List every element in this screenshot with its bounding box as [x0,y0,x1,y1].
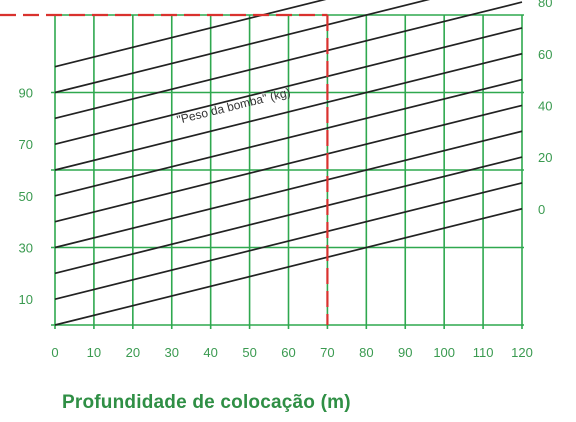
x-tick-labels: 0 10 20 30 40 50 60 70 80 90 100 110 120 [51,345,532,360]
x-tick-label: 30 [165,345,179,360]
left-tick-label: 70 [19,137,33,152]
x-tick-label: 110 [473,345,494,360]
x-tick-label: 80 [359,345,373,360]
right-tick-label: 0 [538,202,545,217]
series-line [54,1,523,120]
right-tick-label: 80 [538,0,552,10]
reading-guide [0,13,329,325]
series-line [54,156,523,275]
x-tick-label: 90 [398,345,412,360]
left-tick-label: 30 [19,241,33,256]
series-line [54,182,523,300]
pump-weight-annotation: "Peso da bomba" (kg) [175,85,292,127]
x-tick-label: 120 [511,345,533,360]
left-tick-label: 90 [19,86,33,101]
series-line [54,52,523,171]
series-line [54,78,523,197]
right-tick-label: 40 [538,98,552,113]
series-line [54,0,327,68]
series-line [54,104,523,223]
x-axis-label: Profundidade de colocação (m) [62,392,351,413]
x-tick-label: 50 [242,345,256,360]
x-tick-label: 60 [281,345,295,360]
x-tick-label: 100 [433,345,455,360]
left-tick-label: 10 [19,292,33,307]
x-tick-label: 20 [126,345,140,360]
x-tick-label: 0 [51,345,58,360]
series-line [54,27,523,145]
x-tick-label: 10 [87,345,101,360]
x-tick-label: 70 [320,345,334,360]
right-tick-labels: 100806040200 [538,0,552,217]
right-tick-label: 20 [538,150,552,165]
series-line [54,0,431,94]
x-tick-label: 40 [203,345,217,360]
series-lines [54,0,523,326]
series-line [54,207,523,326]
left-tick-labels: 10 30 50 70 90 [19,86,33,308]
left-tick-label: 50 [19,189,33,204]
right-tick-label: 60 [538,47,552,62]
series-line [54,130,523,249]
